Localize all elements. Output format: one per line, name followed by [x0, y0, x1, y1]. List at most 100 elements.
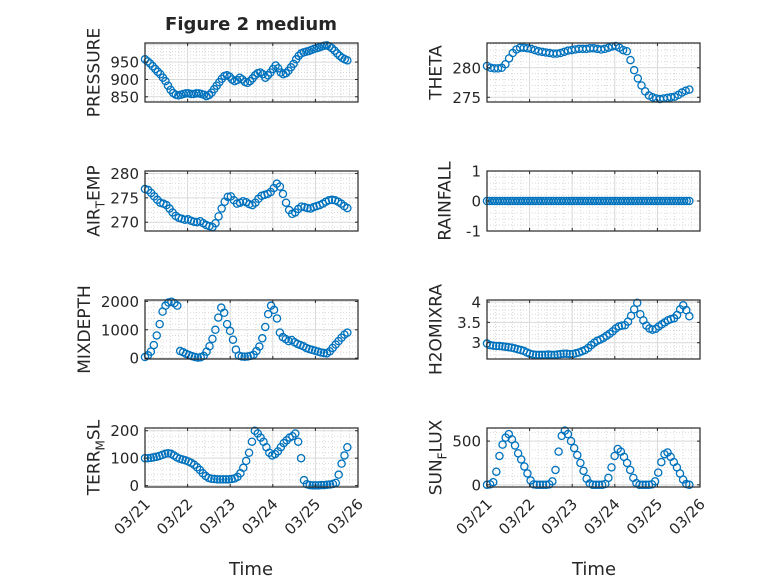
data-point: [281, 198, 291, 207]
grid: [144, 428, 359, 487]
x-axis-label-left: Time: [228, 559, 273, 580]
data-point: [152, 331, 161, 340]
subplot-rainfall: -1 0 1 RAINFALL: [436, 161, 701, 241]
data-point: [491, 341, 501, 351]
data-series-theta: [482, 41, 694, 104]
data-point: [224, 475, 234, 484]
data-point: [255, 342, 264, 351]
data-point: [314, 481, 323, 490]
data-point: [322, 480, 332, 490]
data-point: [626, 55, 635, 65]
subplot-mixdepth: 0 1000 2000 MIXDEPTH: [75, 285, 359, 374]
data-point: [610, 451, 619, 461]
y-axis-label-h2omixra: H2OMIXRA: [426, 284, 446, 375]
data-point: [504, 342, 513, 352]
data-point: [330, 46, 339, 55]
data-point: [343, 56, 352, 65]
y-label-rest: EMP: [84, 165, 104, 201]
data-point: [263, 309, 273, 319]
y-tick-label: 0: [471, 193, 481, 211]
y-tick-label: 1: [471, 163, 481, 181]
data-point: [576, 458, 585, 468]
data-point: [217, 204, 226, 213]
data-point: [311, 481, 320, 490]
data-point: [488, 341, 498, 350]
data-point: [214, 313, 223, 322]
x-tick-label: 03/23: [538, 495, 581, 538]
data-point: [308, 481, 317, 490]
data-point: [191, 89, 201, 98]
data-point: [143, 453, 153, 463]
data-point: [523, 469, 532, 478]
subplot-theta: 275 280 THETA: [426, 41, 701, 107]
data-point: [143, 57, 152, 66]
y-label-main: RAINFALL: [436, 161, 456, 241]
data-point: [207, 474, 216, 484]
axes-box: [486, 427, 701, 488]
y-axis-label-terr-msl: TERRMSL: [84, 419, 107, 496]
data-point: [633, 74, 643, 83]
data-point: [332, 49, 342, 58]
x-tick-label: 03/25: [623, 495, 666, 538]
data-point: [239, 463, 248, 473]
data-point: [641, 480, 651, 490]
data-point: [327, 43, 337, 53]
plot-area: [487, 300, 700, 359]
x-tick-label: 03/24: [238, 495, 281, 538]
data-point: [498, 440, 507, 449]
y-label-main: TERR: [84, 450, 104, 496]
data-point: [215, 475, 225, 484]
data-point: [241, 456, 251, 466]
data-point: [208, 334, 217, 344]
data-point: [632, 298, 642, 308]
data-point: [551, 465, 560, 475]
y-label-subscript: T: [93, 200, 107, 209]
data-point: [214, 212, 223, 221]
data-point: [528, 350, 538, 359]
data-point: [604, 473, 613, 483]
data-point: [245, 76, 255, 86]
subplot-h2omixra: 3 3.5 4 H2OMIXRA: [426, 284, 701, 375]
data-point: [232, 75, 242, 85]
data-point: [296, 453, 306, 463]
data-point: [204, 90, 214, 100]
data-point: [520, 462, 529, 471]
data-point: [303, 203, 312, 213]
data-point: [211, 325, 220, 335]
figure-title: Figure 2 medium: [165, 14, 337, 35]
data-series-air-temp: [140, 179, 352, 232]
x-tick-label: 03/26: [666, 495, 709, 538]
data-point: [223, 192, 233, 202]
y-label-main: PRESSURE: [84, 28, 104, 117]
y-tick-label: 500: [452, 433, 481, 451]
grid: [486, 43, 701, 102]
data-point: [495, 451, 504, 461]
data-point: [501, 59, 510, 69]
data-point: [275, 182, 285, 191]
data-point: [488, 477, 498, 487]
data-point: [173, 301, 182, 310]
y-axis-label-sun-flux: SUNFLUX: [426, 419, 449, 495]
y-axis-label-theta: THETA: [426, 45, 446, 101]
data-point: [291, 429, 300, 438]
data-point: [563, 429, 573, 439]
y-tick-label: 275: [452, 89, 481, 107]
y-label-subscript: F: [435, 452, 449, 459]
data-point: [685, 85, 694, 94]
data-point: [544, 350, 553, 359]
data-point: [562, 349, 571, 358]
axes-box: [144, 42, 359, 103]
data-point: [685, 312, 694, 321]
y-tick-label: 2000: [101, 293, 139, 311]
data-point: [607, 463, 616, 472]
data-point: [556, 349, 565, 359]
data-point: [638, 480, 647, 490]
data-point: [289, 59, 298, 69]
data-point: [278, 189, 288, 199]
data-point: [343, 442, 352, 452]
y-tick-label: 850: [110, 88, 139, 106]
y-axis-label-mixdepth: MIXDEPTH: [75, 285, 95, 374]
data-point: [532, 480, 542, 490]
